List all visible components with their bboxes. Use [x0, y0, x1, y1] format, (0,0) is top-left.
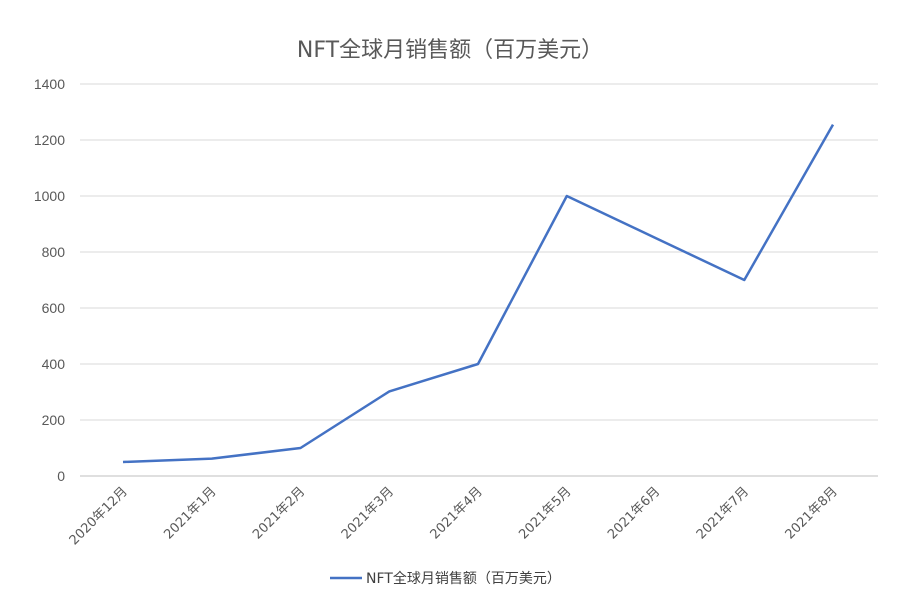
data-point[interactable] — [474, 360, 482, 368]
x-tick-label: 2021年2月 — [250, 484, 308, 542]
series-line[interactable] — [122, 123, 835, 464]
x-axis-ticks: 2020年12月 2021年1月 2021年2月 2021年3月 2021年4月 2021… — [67, 484, 841, 548]
y-axis-ticks: 0 200 400 600 800 1000 1200 1400 — [34, 76, 65, 484]
x-tick-label: 2020年12月 — [67, 484, 131, 548]
chart-title: NFT全球月销售额（百万美元） — [297, 38, 603, 63]
gridlines — [80, 83, 878, 477]
data-point[interactable] — [740, 276, 748, 284]
legend-label: NFT全球月销售额（百万美元） — [366, 570, 561, 587]
y-tick-label: 0 — [57, 468, 65, 484]
x-tick-label: 2021年5月 — [516, 484, 574, 542]
y-tick-label: 1400 — [34, 76, 65, 92]
data-point[interactable] — [297, 444, 305, 452]
data-point[interactable] — [385, 387, 393, 395]
x-tick-label: 2021年7月 — [694, 484, 752, 542]
y-tick-label: 600 — [42, 300, 66, 316]
y-tick-label: 400 — [42, 356, 66, 372]
data-point[interactable] — [563, 192, 571, 200]
legend[interactable]: NFT全球月销售额（百万美元） — [330, 570, 561, 587]
y-tick-label: 1000 — [34, 188, 65, 204]
x-tick-label: 2021年8月 — [783, 484, 841, 542]
data-point[interactable] — [119, 458, 127, 466]
x-tick-label: 2021年6月 — [605, 484, 663, 542]
y-tick-label: 1200 — [34, 132, 65, 148]
y-tick-label: 200 — [42, 412, 66, 428]
data-point[interactable] — [652, 234, 660, 242]
x-tick-label: 2021年4月 — [428, 484, 486, 542]
x-tick-label: 2021年1月 — [161, 484, 219, 542]
y-tick-label: 800 — [42, 244, 66, 260]
x-tick-label: 2021年3月 — [339, 484, 397, 542]
data-point[interactable] — [829, 121, 837, 129]
series-layer — [119, 121, 837, 466]
data-point[interactable] — [208, 455, 216, 463]
